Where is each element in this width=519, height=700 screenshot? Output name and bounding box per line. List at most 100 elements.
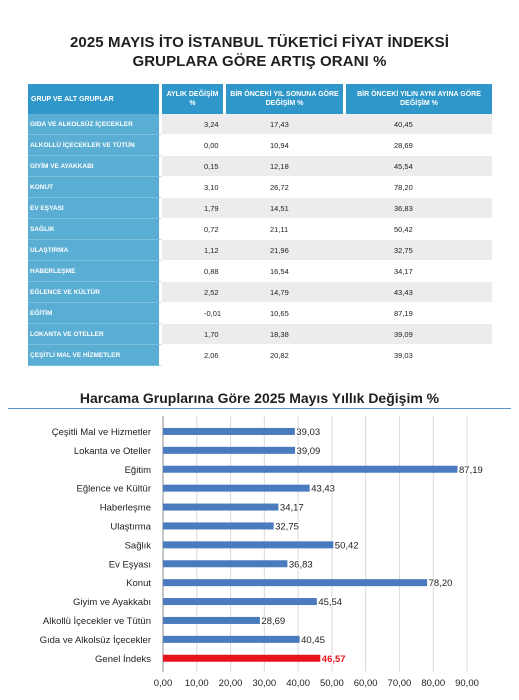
data-label: 28,69 [261,616,285,627]
ytd-cell: 18,38 [226,324,346,345]
data-label: 39,03 [296,427,320,438]
data-label: 32,75 [275,521,299,532]
x-tick-label: 90,00 [455,678,479,689]
data-label: 50,42 [335,540,359,551]
group-cell: EĞLENCE VE KÜLTÜR [28,282,162,303]
monthly-cell: 1,12 [162,240,226,261]
group-cell: ALKOLLÜ İÇECEKLER VE TÜTÜN [28,135,162,156]
yoy-cell: 45,54 [346,156,492,177]
ytd-cell: 20,82 [226,345,346,366]
category-label: Gıda ve Alkolsüz İçecekler [40,635,151,646]
table-row: KONUT 3,10 26,72 78,20 [28,177,492,198]
bar [163,484,310,492]
ytd-cell: 14,79 [226,282,346,303]
col-header-group: GRUP VE ALT GRUPLAR [28,84,162,114]
monthly-cell: 0,88 [162,261,226,282]
category-label: Ulaştırma [110,521,151,532]
category-label: Genel İndeks [95,654,151,665]
category-label: Lokanta ve Oteller [74,446,151,457]
data-label: 43,43 [311,484,335,495]
bar [163,541,334,549]
bar [163,635,300,643]
bar [163,616,260,624]
x-tick-label: 40,00 [286,678,310,689]
yoy-cell: 43,43 [346,282,492,303]
monthly-cell: 2,52 [162,282,226,303]
bar [163,465,458,473]
monthly-cell: 1,70 [162,324,226,345]
bar [163,522,274,530]
monthly-cell: 2,06 [162,345,226,366]
table-header-row: GRUP VE ALT GRUPLAR AYLIK DEĞİŞİM % BİR … [28,84,492,114]
yoy-cell: 87,19 [346,303,492,324]
yoy-cell: 40,45 [346,114,492,135]
category-label: Alkollü İçecekler ve Tütün [43,616,151,627]
data-label: 39,09 [297,446,321,457]
ytd-cell: 14,51 [226,198,346,219]
bar [163,598,317,606]
table-row: GİYİM VE AYAKKABI 0,15 12,18 45,54 [28,156,492,177]
yoy-cell: 39,03 [346,345,492,366]
data-label: 45,54 [318,597,342,608]
x-tick-label: 10,00 [185,678,209,689]
annual-change-bar-chart: Çeşitli Mal ve Hizmetler 39,03 Lokanta ve … [40,416,484,689]
x-tick-label: 0,00 [154,678,173,689]
table-row: ULAŞTIRMA 1,12 21,96 32,75 [28,240,492,261]
ytd-cell: 21,11 [226,219,346,240]
ytd-cell: 16,54 [226,261,346,282]
chart-title: Harcama Gruplarına Göre 2025 Mayıs Yıllı… [79,390,440,406]
yoy-cell: 34,17 [346,261,492,282]
group-cell: EĞİTİM [28,303,162,324]
ytd-cell: 26,72 [226,177,346,198]
data-label: 40,45 [301,635,325,646]
x-tick-label: 70,00 [388,678,412,689]
yoy-cell: 39,09 [346,324,492,345]
data-label: 78,20 [429,578,453,589]
monthly-cell: 3,24 [162,114,226,135]
table-row: EĞLENCE VE KÜLTÜR 2,52 14,79 43,43 [28,282,492,303]
ytd-cell: 12,18 [226,156,346,177]
category-label: Ev Eşyası [109,559,151,570]
bar [163,427,295,435]
group-cell: GİYİM VE AYAKKABI [28,156,162,177]
group-cell: EV EŞYASI [28,198,162,219]
bar [163,654,321,662]
category-label: Giyim ve Ayakkabı [73,597,151,608]
yoy-cell: 50,42 [346,219,492,240]
yoy-cell: 36,83 [346,198,492,219]
change-rate-table: GRUP VE ALT GRUPLAR AYLIK DEĞİŞİM % BİR … [28,84,492,366]
table-row: EV EŞYASI 1,79 14,51 36,83 [28,198,492,219]
ytd-cell: 17,43 [226,114,346,135]
category-label: Çeşitli Mal ve Hizmetler [52,427,151,438]
page-title: 2025 MAYIS İTO İSTANBUL TÜKETİCİ FİYAT İ… [69,34,450,51]
table-row: ALKOLLÜ İÇECEKLER VE TÜTÜN 0,00 10,94 28,69 [28,135,492,156]
table-row: GIDA VE ALKOLSÜZ İÇECEKLER 3,24 17,43 40,45 [28,114,492,135]
table-row: EĞİTİM -0,01 10,65 87,19 [28,303,492,324]
bar [163,579,428,587]
bar [163,560,288,568]
yoy-cell: 32,75 [346,240,492,261]
monthly-cell: 3,10 [162,177,226,198]
category-label: Eğitim [125,465,151,476]
data-label: 46,57 [322,654,346,665]
chart-title-rule [8,408,511,409]
bar [163,503,279,511]
x-tick-label: 20,00 [219,678,243,689]
table-row: ÇEŞİTLİ MAL VE HİZMETLER 2,06 20,82 39,03 [28,345,492,366]
monthly-cell: 0,15 [162,156,226,177]
x-tick-label: 60,00 [354,678,378,689]
x-tick-label: 30,00 [252,678,276,689]
monthly-cell: -0,01 [162,303,226,324]
ytd-cell: 21,96 [226,240,346,261]
group-cell: HABERLEŞME [28,261,162,282]
category-label: Haberleşme [100,503,151,514]
group-cell: KONUT [28,177,162,198]
ytd-cell: 10,94 [226,135,346,156]
col-header-yoy: BİR ÖNCEKİ YILIN AYNI AYINA GÖRE DEĞİŞİM… [346,84,492,114]
data-label: 34,17 [280,503,304,514]
group-cell: LOKANTA VE OTELLER [28,324,162,345]
ytd-cell: 10,65 [226,303,346,324]
group-cell: ULAŞTIRMA [28,240,162,261]
table-row: HABERLEŞME 0,88 16,54 34,17 [28,261,492,282]
category-label: Eğlence ve Kültür [77,484,151,495]
